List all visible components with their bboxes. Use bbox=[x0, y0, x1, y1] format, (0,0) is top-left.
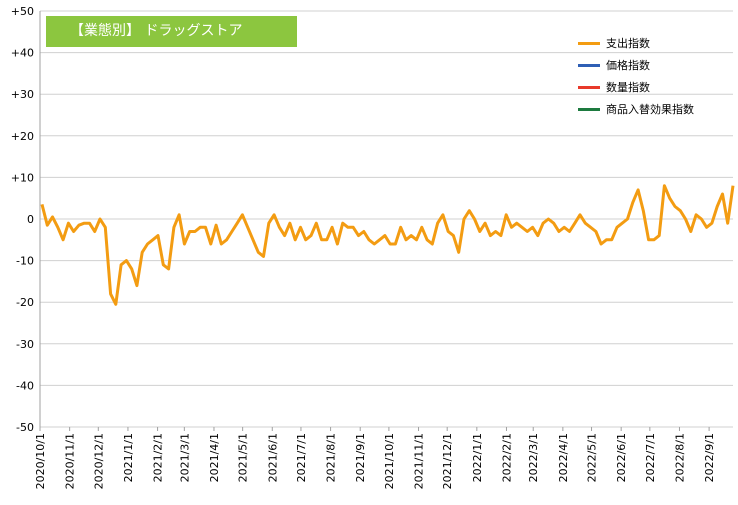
x-tick-label: 2022/7/1 bbox=[644, 433, 657, 482]
x-tick-label: 2020/12/1 bbox=[92, 433, 105, 489]
x-tick-label: 2020/11/1 bbox=[64, 433, 77, 489]
x-tick-label: 2022/6/1 bbox=[615, 433, 628, 482]
y-tick-label: +40 bbox=[11, 47, 34, 60]
legend: 支出指数 価格指数 数量指数 商品入替効果指数 bbox=[578, 32, 694, 120]
chart-title: 【業態別】 ドラッグストア bbox=[70, 23, 243, 39]
x-tick-label: 2022/2/1 bbox=[500, 433, 513, 482]
legend-swatch-spending bbox=[578, 41, 600, 45]
series-lines bbox=[40, 184, 735, 306]
y-tick-label: +20 bbox=[11, 130, 34, 143]
legend-label-quantity: 数量指数 bbox=[606, 81, 650, 94]
x-tick-label: 2021/10/1 bbox=[383, 433, 396, 489]
y-tick-label: +50 bbox=[11, 5, 34, 18]
x-tick-label: 2021/7/1 bbox=[295, 433, 308, 482]
legend-item-spending: 支出指数 bbox=[578, 32, 694, 54]
x-tick-label: 2021/1/1 bbox=[122, 433, 135, 482]
y-tick-label: -30 bbox=[16, 338, 34, 351]
legend-label-price: 価格指数 bbox=[606, 59, 650, 72]
x-tick-label: 2021/4/1 bbox=[208, 433, 221, 482]
x-tick-label: 2021/11/1 bbox=[413, 433, 426, 489]
y-tick-label: 0 bbox=[27, 213, 34, 226]
legend-label-spending: 支出指数 bbox=[606, 37, 650, 50]
legend-label-replacement: 商品入替効果指数 bbox=[606, 103, 694, 116]
x-tick-label: 2021/5/1 bbox=[237, 433, 250, 482]
y-tick-label: -50 bbox=[16, 421, 34, 434]
x-tick-label: 2022/4/1 bbox=[557, 433, 570, 482]
x-tick-label: 2022/9/1 bbox=[703, 433, 716, 482]
x-tick-label: 2021/8/1 bbox=[325, 433, 338, 482]
y-tick-label: -20 bbox=[16, 296, 34, 309]
x-tick-label: 2022/3/1 bbox=[527, 433, 540, 482]
gridlines bbox=[39, 10, 733, 428]
legend-item-replacement: 商品入替効果指数 bbox=[578, 98, 694, 120]
x-tick-label: 2020/10/1 bbox=[34, 433, 47, 489]
legend-item-quantity: 数量指数 bbox=[578, 76, 694, 98]
x-tick-label: 2021/6/1 bbox=[266, 433, 279, 482]
legend-item-price: 価格指数 bbox=[578, 54, 694, 76]
x-tick-label: 2021/2/1 bbox=[152, 433, 165, 482]
legend-swatch-replacement bbox=[578, 107, 600, 111]
x-axis-labels: 2020/10/1 2020/11/1 2020/12/1 2021/1/1 2021/… bbox=[34, 427, 716, 489]
legend-swatch-price bbox=[578, 63, 600, 67]
y-tick-label: +30 bbox=[11, 88, 34, 101]
x-tick-label: 2022/1/1 bbox=[471, 433, 484, 482]
y-tick-label: +10 bbox=[11, 171, 34, 184]
series-line-0 bbox=[40, 184, 735, 306]
x-tick-label: 2022/8/1 bbox=[673, 433, 686, 482]
chart-title-box: 【業態別】 ドラッグストア bbox=[46, 16, 297, 47]
legend-swatch-quantity bbox=[578, 85, 600, 89]
y-tick-label: -10 bbox=[16, 255, 34, 268]
y-axis-labels: +50 +40 +30 +20 +10 0 -10 -20 -30 -40 -50 bbox=[11, 5, 34, 434]
x-tick-label: 2021/3/1 bbox=[178, 433, 191, 482]
x-tick-label: 2021/12/1 bbox=[441, 433, 454, 489]
x-tick-label: 2022/5/1 bbox=[586, 433, 599, 482]
y-tick-label: -40 bbox=[16, 379, 34, 392]
x-tick-label: 2021/9/1 bbox=[354, 433, 367, 482]
